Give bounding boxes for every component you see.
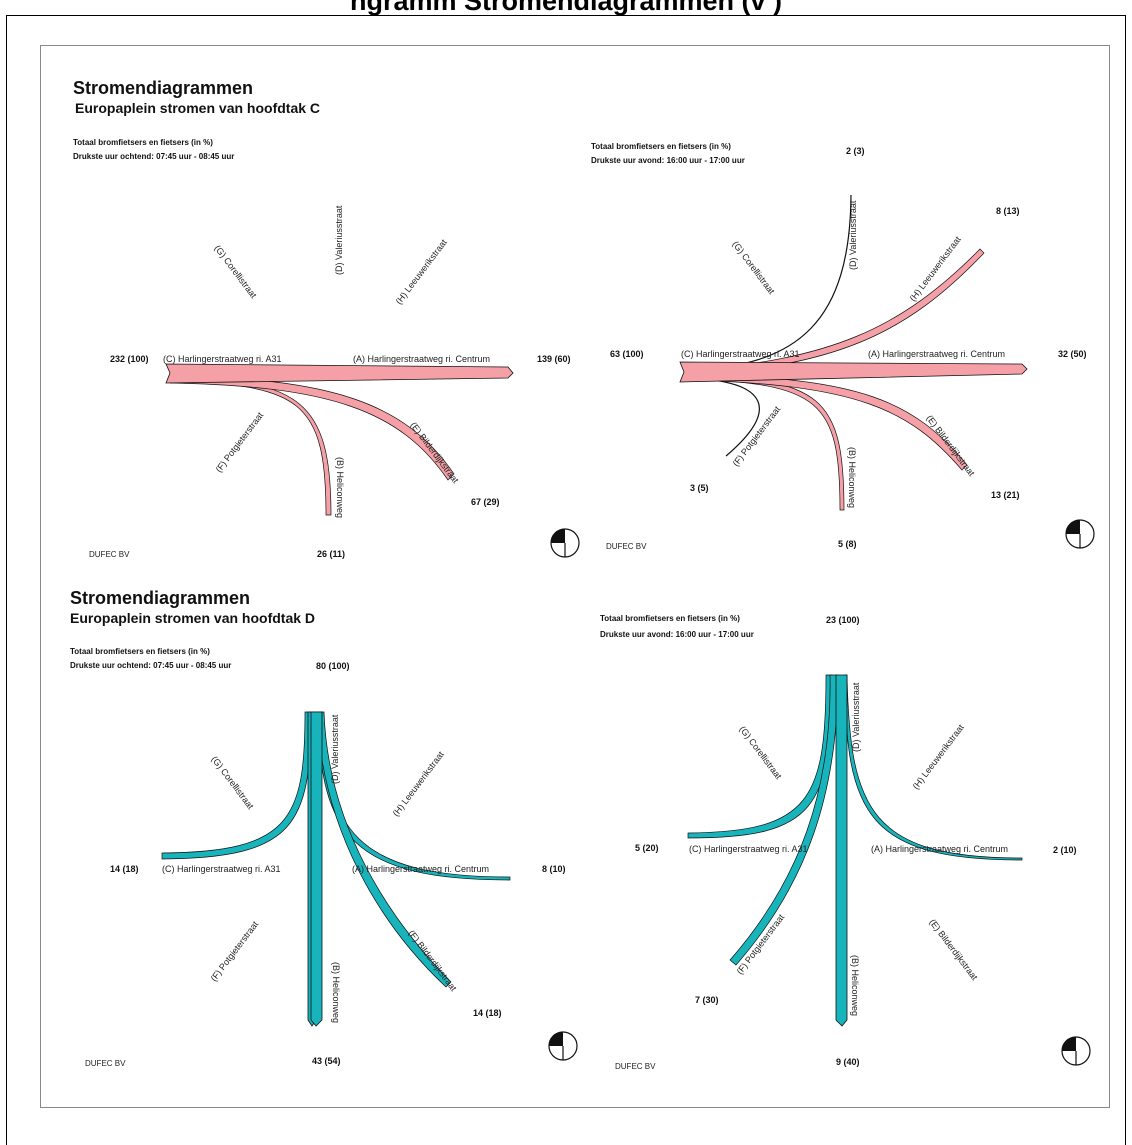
street-label-e: (E) Bilderdijkstraat (927, 917, 980, 982)
street-label-f: (F) Potgieterstraat (731, 404, 783, 468)
flow-f: 3 (5) (690, 483, 709, 493)
north-arrow-icon (548, 1031, 578, 1061)
flow-ribbons (687, 674, 1023, 1027)
street-label-d: (D) Valeriusstraat (851, 682, 861, 752)
meta-peak-hour: Drukste uur ochtend: 07:45 uur - 08:45 u… (73, 152, 234, 161)
flow-ribbon-to-b (169, 375, 332, 516)
document-frame (40, 45, 1110, 1108)
flow-ribbon-to-e (683, 374, 968, 471)
panel-subtitle: Europaplein stromen van hoofdtak C (75, 100, 320, 116)
flow-a: 8 (10) (542, 864, 566, 874)
flow-ribbons (679, 194, 1028, 511)
flow-c: 5 (20) (635, 843, 659, 853)
firm-name: DUFEC BV (615, 1062, 656, 1071)
street-label-b: (B) Heliconweg (847, 447, 857, 508)
panel-d-evening: Totaal bromfietsers en fietsers (in %) D… (600, 614, 1091, 1071)
meta-peak-hour: Drukste uur ochtend: 07:45 uur - 08:45 u… (70, 661, 231, 670)
panel-title: Stromendiagrammen (70, 588, 250, 608)
flow-total: 232 (100) (110, 354, 149, 364)
flow-a: 2 (10) (1053, 845, 1077, 855)
flow-ribbons (165, 363, 514, 516)
flow-ribbon-to-e (316, 711, 452, 988)
street-label-e: (E) Bilderdijkstraat (924, 413, 977, 478)
street-label-e: (E) Bilderdijkstraat (406, 928, 459, 993)
flow-b: 9 (40) (836, 1057, 860, 1067)
flow-e: 14 (18) (473, 1008, 502, 1018)
flow-a: 139 (60) (537, 354, 571, 364)
street-label-f: (F) Potgieterstraat (214, 410, 266, 474)
panel-c-morning: Stromendiagrammen Europaplein stromen va… (73, 78, 580, 559)
meta-total-label: Totaal bromfietsers en fietsers (in %) (591, 142, 731, 151)
panel-title: Stromendiagrammen (73, 78, 253, 98)
flow-a: 32 (50) (1058, 349, 1087, 359)
north-arrow-icon (1065, 519, 1095, 549)
panel-subtitle: Europaplein stromen van hoofdtak D (70, 610, 315, 626)
meta-peak-hour: Drukste uur avond: 16:00 uur - 17:00 uur (600, 630, 754, 639)
street-label-g: (G) Corellistraat (737, 724, 784, 781)
firm-name: DUFEC BV (606, 542, 647, 551)
flow-ribbon-to-f (729, 674, 839, 966)
flow-ribbon-to-b-lane (310, 711, 323, 1027)
street-label-a: (A) Harlingerstraatweg ri. Centrum (353, 354, 490, 364)
street-label-b: (B) Heliconweg (850, 955, 860, 1016)
outer-frame (6, 15, 1126, 1145)
meta-total-label: Totaal bromfietsers en fietsers (in %) (600, 614, 740, 623)
firm-name: DUFEC BV (89, 550, 130, 559)
street-label-a: (A) Harlingerstraatweg ri. Centrum (868, 349, 1005, 359)
panel-d-morning: Stromendiagrammen Europaplein stromen va… (70, 588, 578, 1068)
street-label-a: (A) Harlingerstraatweg ri. Centrum (871, 844, 1008, 854)
street-label-a: (A) Harlingerstraatweg ri. Centrum (352, 864, 489, 874)
firm-name: DUFEC BV (85, 1059, 126, 1068)
street-label-e: (E) Bilderdijkstraat (408, 420, 461, 485)
panel-c-evening: Totaal bromfietsers en fietsers (in %) D… (591, 142, 1095, 551)
street-label-b: (B) Heliconweg (331, 962, 341, 1023)
meta-total-label: Totaal bromfietsers en fietsers (in %) (73, 138, 213, 147)
flow-e: 67 (29) (471, 497, 500, 507)
flow-e: 13 (21) (991, 490, 1020, 500)
flow-total: 63 (100) (610, 349, 644, 359)
flow-f: 7 (30) (695, 995, 719, 1005)
flow-ribbon-to-e (169, 375, 455, 481)
street-label-b: (B) Heliconweg (335, 457, 345, 518)
flow-b: 43 (54) (312, 1056, 341, 1066)
flow-ribbon-to-a (165, 363, 514, 384)
meta-peak-hour: Drukste uur avond: 16:00 uur - 17:00 uur (591, 156, 745, 165)
flow-ribbon-to-b (835, 674, 848, 1027)
street-label-g: (G) Corellistraat (730, 239, 777, 296)
street-label-g: (G) Corellistraat (209, 754, 256, 811)
flow-total: 23 (100) (826, 615, 860, 625)
flow-total: 80 (100) (316, 661, 350, 671)
cut-off-page-title: ngramm Stromendiagrammen (v ) (349, 0, 783, 16)
street-label-d: (D) Valeriusstraat (848, 200, 858, 270)
flow-c: 14 (18) (110, 864, 139, 874)
flow-h: 8 (13) (996, 206, 1020, 216)
flow-d: 2 (3) (846, 146, 865, 156)
flow-ribbon-to-a (844, 674, 1023, 861)
street-label-c: (C) Harlingerstraatweg ri. A31 (162, 864, 281, 874)
street-label-c: (C) Harlingerstraatweg ri. A31 (689, 844, 808, 854)
street-label-d: (D) Valeriusstraat (334, 205, 344, 275)
flow-b: 5 (8) (838, 539, 857, 549)
flow-b: 26 (11) (317, 549, 345, 559)
flow-ribbon-to-a (679, 361, 1028, 383)
meta-total-label: Totaal bromfietsers en fietsers (in %) (70, 647, 210, 656)
street-label-d: (D) Valeriusstraat (330, 714, 340, 784)
street-label-h: (H) Leeuwerikstraat (394, 237, 450, 306)
flow-ribbon-to-h (683, 248, 985, 377)
north-arrow-icon (550, 528, 580, 558)
street-label-c: (C) Harlingerstraatweg ri. A31 (163, 354, 282, 364)
north-arrow-icon (1061, 1036, 1091, 1066)
street-label-g: (G) Corellistraat (212, 243, 259, 300)
street-label-c: (C) Harlingerstraatweg ri. A31 (681, 349, 800, 359)
flow-ribbons (161, 711, 511, 1027)
street-label-h: (H) Leeuwerikstraat (911, 722, 967, 791)
street-label-f: (F) Potgieterstraat (209, 919, 261, 983)
street-label-h: (H) Leeuwerikstraat (391, 749, 447, 818)
flow-ribbon-to-c (161, 711, 312, 860)
